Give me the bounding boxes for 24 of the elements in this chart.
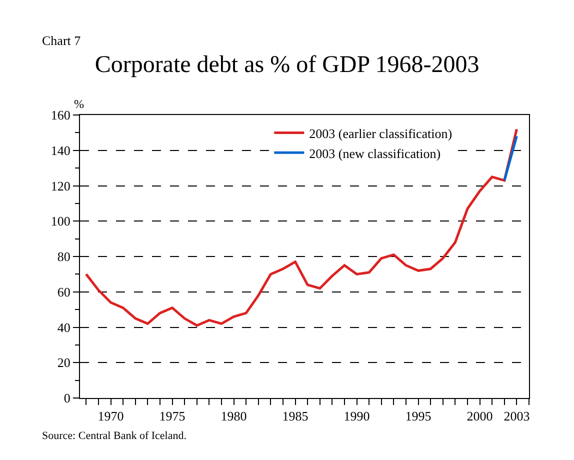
- x-tick-label: 2000: [466, 408, 493, 424]
- x-tick-label: 1985: [282, 408, 308, 424]
- y-tick-label: 0: [64, 390, 70, 406]
- y-tick-label: 60: [57, 284, 70, 300]
- y-tick-label: 100: [50, 214, 70, 229]
- x-tick-label: 2003: [504, 408, 530, 424]
- x-tick-label: 1980: [220, 408, 247, 424]
- x-tick-label: 1990: [344, 408, 370, 424]
- x-tick-label: 1970: [98, 408, 124, 424]
- y-axis-title: %: [74, 97, 84, 111]
- y-tick-label: 160: [50, 108, 70, 123]
- x-tick-label: 1975: [159, 408, 186, 424]
- legend-label: 2003 (earlier classification): [309, 126, 452, 141]
- x-tick-label: 1995: [405, 408, 432, 424]
- line-series: [84, 128, 518, 327]
- y-tick-label: 140: [50, 142, 70, 158]
- y-tick-label: 20: [57, 355, 70, 370]
- y-tick-label: 120: [50, 178, 70, 194]
- y-tick-label: 80: [57, 249, 70, 264]
- source-note: Source: Central Bank of Iceland.: [42, 430, 187, 442]
- y-tick-label: 40: [57, 320, 70, 335]
- chart-title: Corporate debt as % of GDP 1968-2003: [94, 52, 480, 78]
- caption: Chart 7: [42, 33, 82, 48]
- legend-label: 2003 (new classification): [309, 146, 441, 161]
